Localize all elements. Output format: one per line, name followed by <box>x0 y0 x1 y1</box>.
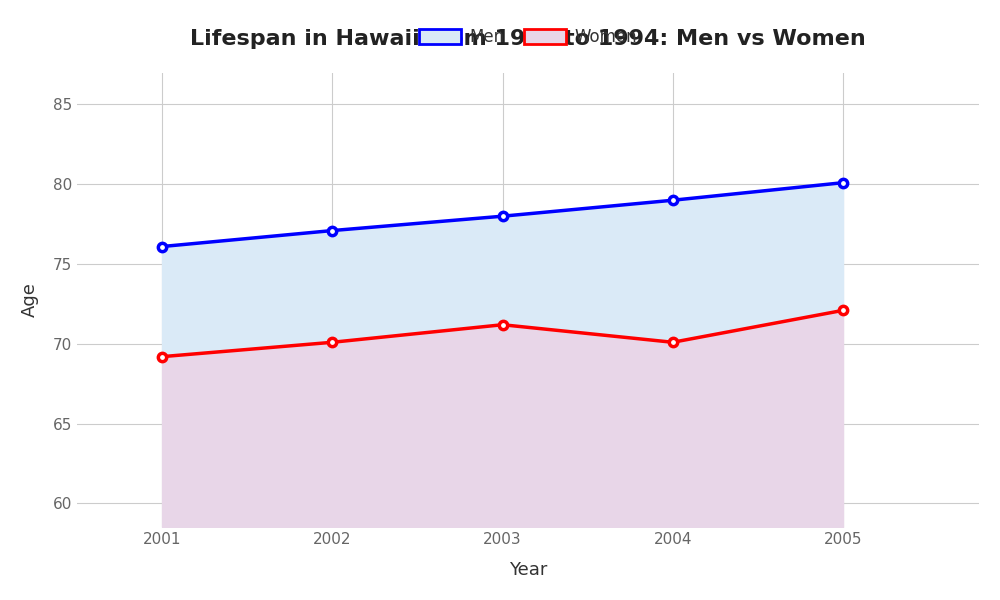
X-axis label: Year: Year <box>509 561 547 579</box>
Legend: Men, Women: Men, Women <box>413 22 644 53</box>
Y-axis label: Age: Age <box>21 283 39 317</box>
Title: Lifespan in Hawaii from 1963 to 1994: Men vs Women: Lifespan in Hawaii from 1963 to 1994: Me… <box>190 29 866 49</box>
